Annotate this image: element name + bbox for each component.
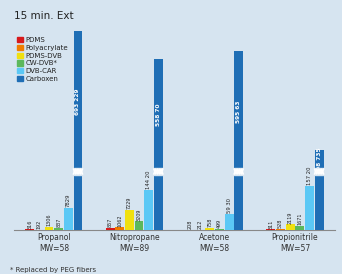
Bar bbox=[106, 228, 115, 230]
Text: 7229: 7229 bbox=[127, 197, 132, 209]
Text: 311: 311 bbox=[268, 219, 273, 229]
Text: 693 229: 693 229 bbox=[76, 88, 80, 115]
Text: 144 20: 144 20 bbox=[146, 170, 151, 189]
Text: 3209: 3209 bbox=[136, 208, 142, 221]
Bar bbox=[154, 59, 163, 230]
Text: 558 70: 558 70 bbox=[156, 104, 161, 126]
Bar bbox=[276, 229, 285, 230]
Text: 208: 208 bbox=[188, 219, 193, 229]
Text: 837: 837 bbox=[56, 218, 61, 227]
Bar bbox=[125, 210, 134, 230]
Bar bbox=[315, 150, 324, 230]
Bar bbox=[215, 229, 224, 230]
Text: 758: 758 bbox=[207, 218, 212, 227]
Text: 157 20: 157 20 bbox=[307, 167, 312, 185]
Text: 59 30: 59 30 bbox=[226, 198, 232, 213]
Legend: PDMS, Polyacrylate, PDMS-DVB, CW-DVB*, DVB-CAR, Carboxen: PDMS, Polyacrylate, PDMS-DVB, CW-DVB*, D… bbox=[17, 37, 68, 82]
Bar bbox=[135, 221, 144, 230]
Bar bbox=[64, 208, 73, 230]
Text: 528: 528 bbox=[278, 219, 283, 228]
Text: 7829: 7829 bbox=[66, 194, 71, 207]
Bar bbox=[205, 228, 214, 230]
Text: 595 63: 595 63 bbox=[236, 100, 241, 122]
Bar bbox=[225, 214, 234, 230]
Text: 108 735: 108 735 bbox=[317, 147, 321, 174]
Text: 15 min. Ext: 15 min. Ext bbox=[14, 12, 73, 21]
Text: 857: 857 bbox=[108, 218, 113, 227]
Bar bbox=[286, 224, 294, 230]
Text: 1306: 1306 bbox=[47, 213, 52, 226]
Text: 192: 192 bbox=[37, 220, 42, 229]
Text: 499: 499 bbox=[217, 219, 222, 228]
Bar bbox=[74, 32, 82, 230]
Bar bbox=[234, 51, 243, 230]
Bar bbox=[144, 190, 153, 230]
Bar bbox=[25, 229, 34, 230]
Text: * Replaced by PEG fibers: * Replaced by PEG fibers bbox=[10, 267, 96, 273]
Bar bbox=[305, 186, 314, 230]
Bar bbox=[44, 227, 53, 230]
Bar bbox=[54, 228, 63, 230]
Bar bbox=[266, 229, 275, 230]
Text: 212: 212 bbox=[198, 219, 203, 229]
Text: 1671: 1671 bbox=[297, 212, 302, 225]
Bar bbox=[115, 227, 124, 230]
Text: 2119: 2119 bbox=[288, 211, 293, 224]
Text: 316: 316 bbox=[27, 219, 32, 229]
Text: 1062: 1062 bbox=[117, 214, 122, 227]
Bar bbox=[295, 226, 304, 230]
